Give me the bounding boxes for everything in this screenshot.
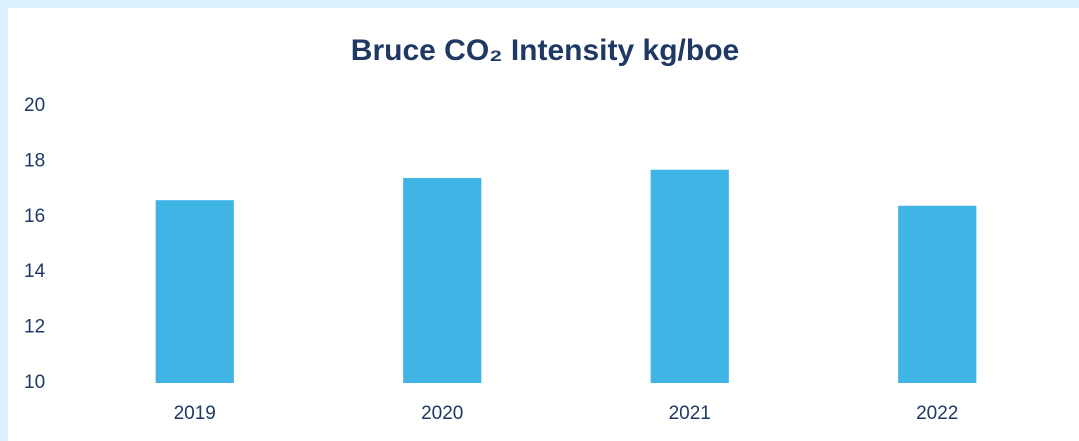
y-tick-label: 10 <box>24 372 45 393</box>
y-tick-label: 16 <box>24 206 45 227</box>
bar <box>650 169 729 383</box>
x-tick-label: 2020 <box>421 403 463 424</box>
y-tick-label: 18 <box>24 150 45 171</box>
y-tick-label: 12 <box>24 317 45 338</box>
x-tick-label: 2022 <box>916 403 958 424</box>
x-tick-label: 2019 <box>174 403 216 424</box>
x-tick-label: 2021 <box>669 403 711 424</box>
y-tick-label: 14 <box>24 261 46 282</box>
bar <box>898 205 977 383</box>
chart-title: Bruce CO₂ Intensity kg/boe <box>351 34 739 67</box>
bar <box>155 200 234 383</box>
bar <box>403 178 482 383</box>
y-tick-label: 20 <box>24 95 45 116</box>
